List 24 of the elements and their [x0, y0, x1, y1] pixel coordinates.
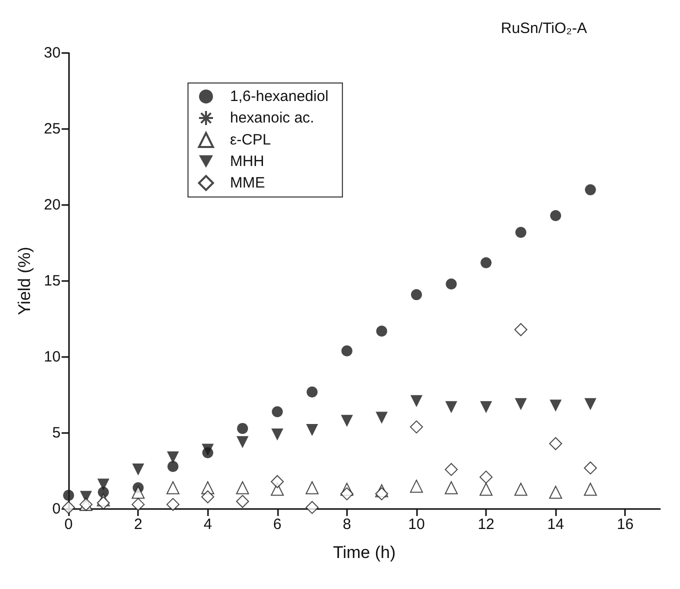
- x-tick-label: 0: [64, 516, 73, 533]
- y-tick-label: 20: [44, 196, 61, 214]
- x-tick-label: 14: [547, 516, 564, 533]
- legend-label: ε-CPL: [230, 132, 271, 148]
- x-tick-label: 8: [342, 516, 352, 533]
- y-tick-label: 5: [52, 424, 61, 442]
- legend-label: MME: [230, 174, 265, 192]
- y-tick-label: 25: [44, 120, 61, 138]
- y-tick-label: 0: [52, 500, 61, 518]
- y-axis-title: Yield (%): [15, 246, 34, 316]
- legend-label: 1,6-hexanediol: [230, 88, 328, 105]
- x-tick-label: 10: [408, 516, 425, 533]
- x-axis-title: Time (h): [332, 543, 396, 562]
- y-tick-label: 15: [44, 272, 61, 290]
- legend-label: hexanoic ac.: [230, 110, 314, 126]
- x-tick-label: 6: [273, 516, 282, 533]
- x-tick-label: 4: [204, 516, 212, 533]
- y-tick-label: 10: [44, 348, 61, 366]
- chart-title: RuSn/TiO₂-A: [500, 20, 588, 37]
- y-tick-label: 30: [44, 44, 61, 62]
- legend-label: MHH: [230, 153, 264, 170]
- x-tick-label: 16: [616, 516, 634, 533]
- x-tick-label: 2: [134, 516, 142, 533]
- x-tick-label: 12: [478, 516, 494, 533]
